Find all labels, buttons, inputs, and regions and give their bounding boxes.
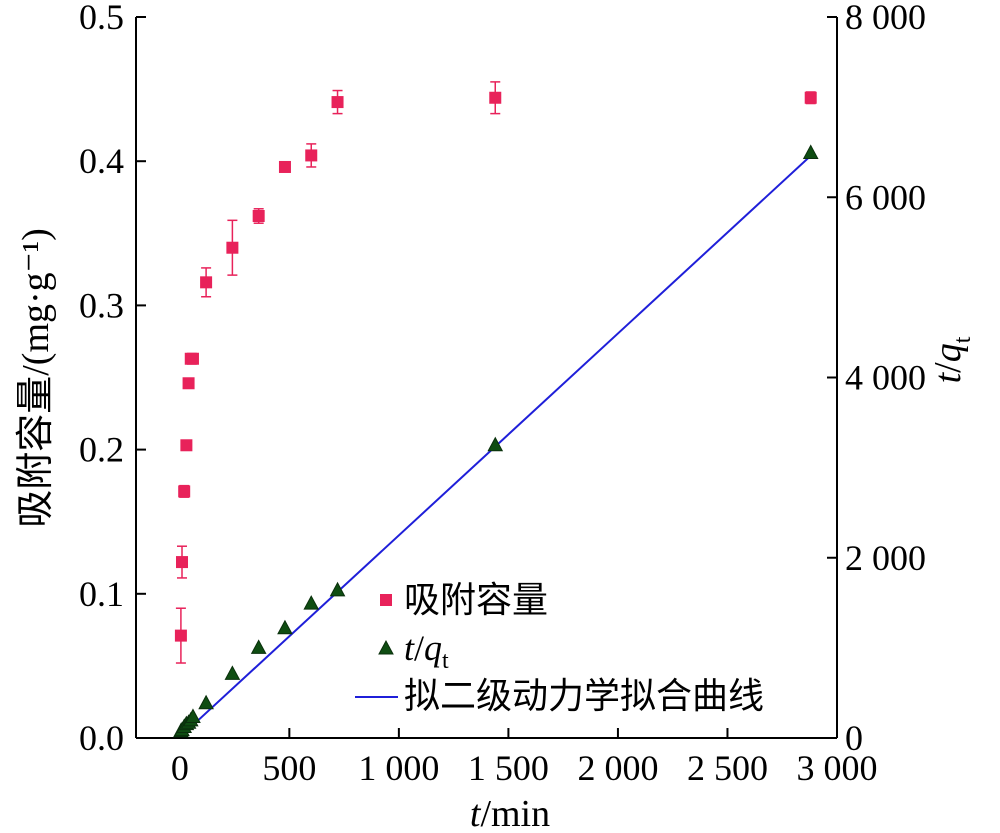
- tq-point: [198, 694, 214, 710]
- tq-point: [224, 665, 241, 680]
- tq-point: [185, 708, 201, 723]
- capacity-point: [331, 96, 344, 109]
- legend-marker-tq: [378, 639, 394, 655]
- capacity-point: [226, 241, 239, 254]
- tq-point: [277, 619, 293, 635]
- x-tick-label: 2 000: [577, 748, 658, 788]
- x-tick-label: 0: [171, 748, 189, 788]
- legend-label-capacity: 吸附容量: [404, 580, 548, 620]
- x-axis-title-var: t: [470, 793, 482, 833]
- x-axis-title: t/min: [470, 793, 550, 833]
- y-right-axis: 0 2 000 4 000 6 000 8 000: [827, 0, 926, 758]
- legend: 吸附容量 t/qt 拟二级动力学拟合曲线: [355, 580, 764, 716]
- capacity-point: [182, 377, 195, 390]
- y-right-tick-label: 4 000: [845, 358, 926, 398]
- capacity-point: [252, 209, 265, 222]
- y-left-tick-label: 0.5: [79, 0, 124, 37]
- y-right-title-slash: /: [927, 362, 969, 373]
- legend-label-fit: 拟二级动力学拟合曲线: [404, 676, 764, 716]
- tq-point: [329, 581, 346, 597]
- capacity-point: [278, 160, 291, 173]
- y-right-tick-label: 0: [845, 718, 863, 758]
- tq-point: [250, 639, 267, 654]
- series-capacity: [174, 81, 817, 664]
- series-t-over-qt: [173, 144, 819, 738]
- tq-point: [487, 436, 504, 452]
- capacity-point: [305, 149, 318, 162]
- y-right-tick-label: 2 000: [845, 538, 926, 578]
- y-right-title-var: t: [927, 371, 969, 383]
- capacity-point: [174, 629, 187, 642]
- capacity-point: [804, 91, 817, 104]
- y-right-tick-label: 6 000: [845, 177, 926, 217]
- x-tick-label: 500: [262, 748, 316, 788]
- y-right-title-var2: q: [927, 343, 969, 362]
- y-left-axis-title: 吸附容量/(mg·g⁻¹): [15, 228, 57, 528]
- y-left-tick-label: 0.1: [79, 574, 124, 614]
- tq-point: [802, 144, 819, 159]
- capacity-point: [176, 556, 189, 569]
- tq-point: [303, 595, 320, 610]
- y-left-tick-label: 0.0: [79, 718, 124, 758]
- capacity-point: [186, 352, 199, 365]
- y-left-tick-label: 0.3: [79, 285, 124, 325]
- y-left-tick-label: 0.4: [79, 141, 124, 181]
- capacity-point: [489, 91, 502, 104]
- y-left-axis: 0.0 0.1 0.2 0.3 0.4 0.5: [79, 0, 146, 758]
- capacity-point: [178, 485, 191, 498]
- y-right-axis-title: t/qt: [927, 336, 976, 383]
- capacity-point: [180, 439, 193, 452]
- plot-frame: [135, 17, 838, 739]
- x-tick-label: 3 000: [797, 748, 878, 788]
- y-right-tick-label: 8 000: [845, 0, 926, 37]
- x-axis: 0 500 1 000 1 500 2 000 2 500 3 000: [171, 728, 878, 788]
- y-right-title-sub: t: [950, 336, 976, 343]
- capacity-point: [200, 276, 213, 289]
- legend-marker-capacity: [380, 594, 392, 606]
- x-tick-label: 1 000: [358, 748, 439, 788]
- x-tick-label: 1 500: [468, 748, 549, 788]
- x-tick-label: 2 500: [687, 748, 768, 788]
- y-left-tick-label: 0.2: [79, 430, 124, 470]
- legend-label-tq: t/qt: [404, 628, 449, 674]
- x-axis-title-unit: /min: [480, 793, 550, 833]
